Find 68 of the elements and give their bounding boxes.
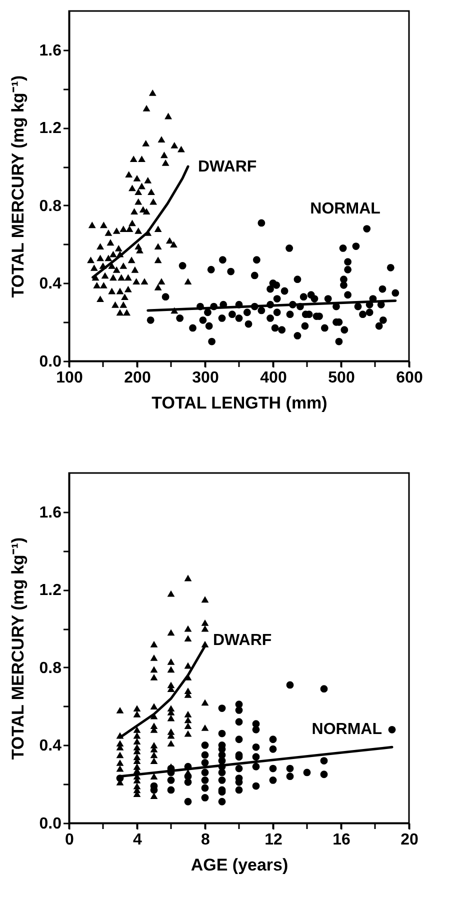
- point: [235, 706, 243, 714]
- point: [218, 798, 226, 806]
- y-tick-label: 0.0: [39, 816, 62, 832]
- point: [286, 772, 294, 780]
- x-tick-label: 400: [260, 370, 287, 386]
- point: [201, 759, 209, 766]
- point: [218, 704, 226, 712]
- annotation: NORMAL: [310, 200, 381, 218]
- x-tick-label: 300: [192, 370, 219, 386]
- annotation: NORMAL: [312, 721, 382, 738]
- point: [286, 681, 294, 689]
- point: [201, 794, 209, 802]
- point: [252, 743, 260, 751]
- x-tick-label: 200: [124, 370, 151, 386]
- point: [320, 757, 328, 764]
- y-axis-title: TOTAL MERCURY (mg kg⁻¹): [8, 75, 28, 298]
- point: [252, 782, 260, 790]
- point: [269, 745, 277, 753]
- y-tick-label: 0.8: [39, 198, 62, 215]
- y-tick-label: 0.0: [39, 354, 62, 370]
- x-tick-label: 12: [264, 832, 282, 848]
- x-tick-label: 16: [332, 832, 350, 848]
- y-tick-label: 0.4: [39, 276, 62, 293]
- y-tick-label: 1.6: [39, 42, 62, 60]
- y-axis-title: TOTAL MERCURY (mg kg⁻¹): [8, 537, 28, 760]
- point: [388, 726, 396, 734]
- y-tick-label: 0.4: [39, 738, 62, 755]
- x-tick-label: 8: [201, 832, 210, 848]
- x-tick-label: 0: [65, 832, 74, 848]
- y-tick-label: 1.2: [39, 120, 62, 138]
- annotation: DWARF: [213, 632, 272, 650]
- y-tick-label: 1.2: [39, 582, 62, 600]
- annotation: DWARF: [198, 158, 257, 176]
- y-tick-label: 0.8: [39, 660, 62, 677]
- x-tick-label: 500: [328, 370, 355, 386]
- x-axis-title: TOTAL LENGTH (mm): [152, 394, 328, 412]
- point: [184, 778, 192, 786]
- point: [201, 751, 209, 759]
- point: [235, 736, 243, 744]
- point: [252, 726, 260, 734]
- point: [167, 786, 175, 794]
- point: [269, 736, 277, 744]
- point: [201, 768, 209, 776]
- point: [167, 776, 175, 784]
- point: [252, 753, 260, 761]
- x-axis-title: AGE (years): [190, 856, 288, 874]
- point: [201, 784, 209, 792]
- point: [201, 776, 209, 784]
- x-tick-label: 100: [56, 370, 83, 386]
- x-tick-label: 600: [396, 370, 423, 386]
- point: [320, 770, 328, 778]
- point: [303, 768, 311, 776]
- point: [218, 730, 226, 738]
- point: [286, 764, 294, 772]
- point: [218, 768, 226, 776]
- y-tick-label: 1.6: [39, 504, 62, 522]
- point: [320, 685, 328, 693]
- point: [235, 786, 243, 794]
- point: [269, 776, 277, 784]
- point: [269, 764, 277, 772]
- point: [252, 762, 260, 770]
- point: [184, 798, 192, 806]
- point: [235, 718, 243, 726]
- point: [201, 742, 209, 749]
- x-tick-label: 20: [400, 832, 418, 848]
- x-tick-label: 4: [133, 832, 142, 848]
- point: [235, 764, 243, 772]
- point: [218, 776, 226, 784]
